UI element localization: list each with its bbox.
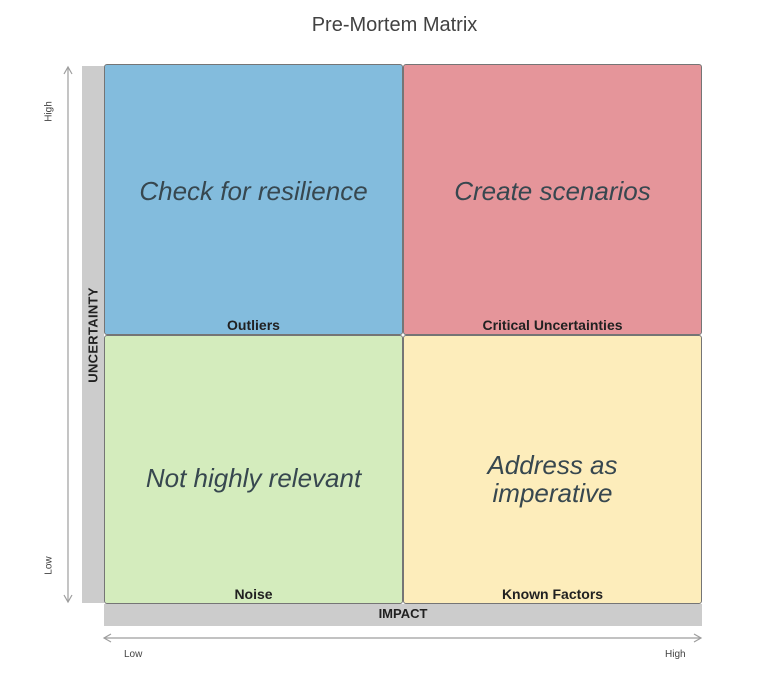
quadrant-top-right: Create scenarios Critical Uncertainties [403, 64, 702, 335]
quadrant-top-left-text: Check for resilience [139, 176, 368, 206]
quadrant-bottom-left-label: Noise [234, 586, 273, 602]
quadrant-top-left: Check for resilience Outliers [104, 64, 403, 335]
quadrant-bottom-right: Address as imperative Known Factors [403, 335, 702, 604]
x-axis-low-label: Low [124, 649, 143, 660]
y-axis-arrow [63, 65, 73, 604]
quadrant-top-right-label: Critical Uncertainties [482, 317, 623, 333]
x-axis-bar [104, 604, 702, 626]
y-axis-bar [82, 66, 104, 603]
x-axis-high-label: High [665, 649, 686, 660]
y-axis-title: UNCERTAINTY [85, 287, 101, 383]
y-axis-high-label: High [43, 101, 55, 122]
quadrant-bottom-left: Not highly relevant Noise [104, 335, 403, 604]
quadrant-top-left-label: Outliers [227, 317, 280, 333]
quadrant-bottom-right-text: Address as imperative [487, 450, 618, 508]
page-title: Pre-Mortem Matrix [311, 14, 478, 36]
x-axis-title: IMPACT [378, 606, 428, 621]
quadrant-bottom-right-label: Known Factors [501, 586, 604, 602]
y-axis-low-label: Low [43, 556, 55, 575]
x-axis-arrow [102, 633, 703, 643]
quadrant-top-right-text: Create scenarios [454, 176, 651, 206]
quadrant-bottom-left-text: Not highly relevant [145, 463, 362, 493]
